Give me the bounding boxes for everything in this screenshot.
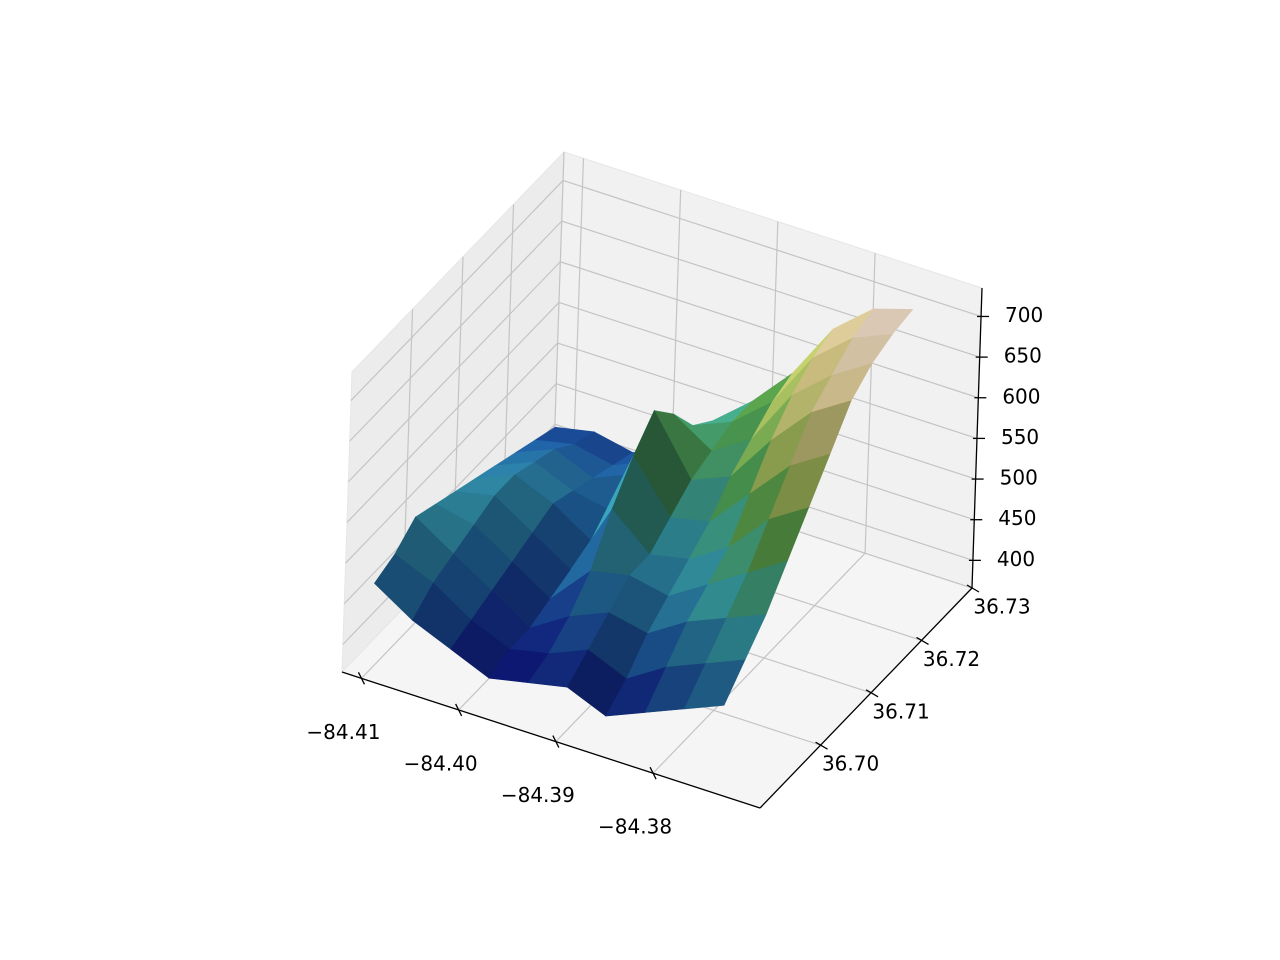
x-tick-label: −84.41 [306,720,380,744]
grid-line [350,180,564,401]
grid-line [343,383,557,605]
z-tick-label: 500 [1000,466,1038,490]
y-tick [815,741,828,750]
y-axis-line [759,587,973,809]
x-tick [357,672,366,685]
grid-line [561,220,980,358]
z-tick-label: 650 [1004,344,1042,368]
x-tick-label: −84.38 [598,815,672,839]
z-tick-label: 400 [997,547,1035,571]
y-tick-label: 36.72 [923,647,980,671]
z-tick-label: 700 [1005,303,1043,327]
y-tick [966,584,980,593]
x-tick [455,703,463,717]
z-tick-label: 600 [1002,384,1040,408]
surface-cell [684,659,746,710]
y-tick-label: 36.70 [822,752,879,776]
grid-line [347,261,561,483]
y-tick-label: 36.73 [973,595,1030,619]
grid-line [558,301,978,439]
x-tick-label: −84.40 [404,751,478,775]
x-tick [552,735,560,748]
grid-line [345,342,559,564]
y-tick-label: 36.71 [872,699,929,723]
y-tick [865,689,879,698]
grid-line [553,151,565,453]
grid-line [560,261,979,399]
x-axis-line [341,671,761,809]
grid-line [652,552,866,774]
y-tick [916,636,929,645]
grid-line [349,220,563,442]
grid-line [562,179,982,318]
x-tick-label: −84.39 [501,783,575,807]
z-tick-label: 450 [998,506,1036,530]
z-tick-label: 550 [1001,425,1039,449]
grid-line [346,301,560,523]
x-tick [649,766,657,780]
